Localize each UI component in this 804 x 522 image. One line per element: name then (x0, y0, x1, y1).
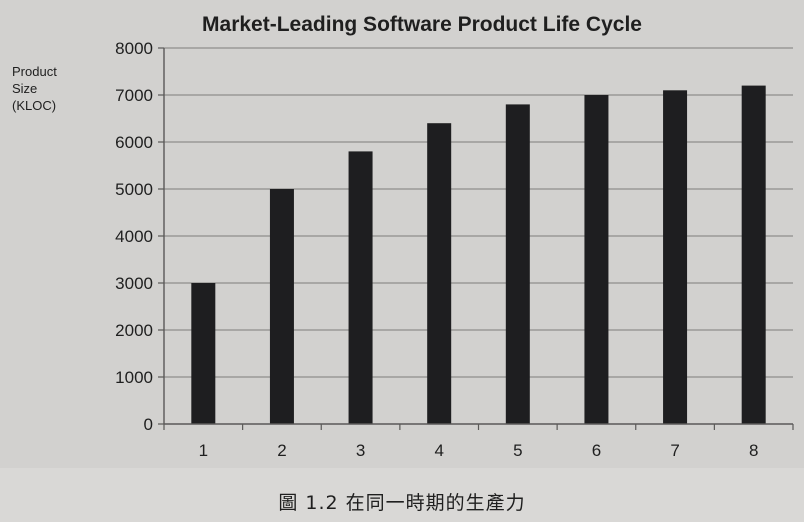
gridlines (164, 47, 793, 378)
bar-chart: Market-Leading Software Product Life Cyc… (12, 13, 794, 460)
x-tick-label: 3 (356, 441, 365, 460)
x-tick-label: 8 (749, 441, 758, 460)
bar-8 (741, 85, 766, 424)
y-tick-label: 0 (144, 415, 153, 434)
bar-5 (505, 104, 530, 425)
y-tick-label: 4000 (115, 227, 153, 246)
x-tick-label: 1 (199, 441, 208, 460)
axes (158, 47, 794, 430)
y-tick-label: 3000 (115, 274, 153, 293)
y-axis-label-line-2: Size (12, 81, 37, 96)
bars (191, 85, 766, 425)
y-tick-label: 8000 (115, 39, 153, 58)
y-tick-label: 7000 (115, 86, 153, 105)
bar-3 (348, 151, 373, 424)
bar-1 (191, 283, 216, 424)
x-tick-label: 7 (670, 441, 679, 460)
x-tick-labels: 1 2 3 4 5 6 7 8 (199, 441, 759, 460)
y-tick-labels: 0 1000 2000 3000 4000 5000 6000 7000 8000 (115, 39, 153, 434)
x-tick-label: 4 (434, 441, 443, 460)
chart-panel: Market-Leading Software Product Life Cyc… (12, 13, 794, 460)
y-tick-label: 6000 (115, 133, 153, 152)
y-tick-label: 2000 (115, 321, 153, 340)
y-axis-label-line-3: (KLOC) (12, 98, 56, 113)
x-tick-label: 2 (277, 441, 286, 460)
y-tick-label: 1000 (115, 368, 153, 387)
bar-7 (663, 90, 688, 425)
x-tick-label: 5 (513, 441, 522, 460)
y-axis-label-line-1: Product (12, 64, 57, 79)
bar-4 (427, 123, 452, 424)
x-tick-label: 6 (592, 441, 601, 460)
bar-6 (584, 95, 609, 424)
bar-2 (269, 189, 294, 424)
figure-caption: 圖 1.2 在同一時期的生產力 (278, 492, 526, 514)
y-tick-label: 5000 (115, 180, 153, 199)
chart-title: Market-Leading Software Product Life Cyc… (202, 13, 642, 36)
